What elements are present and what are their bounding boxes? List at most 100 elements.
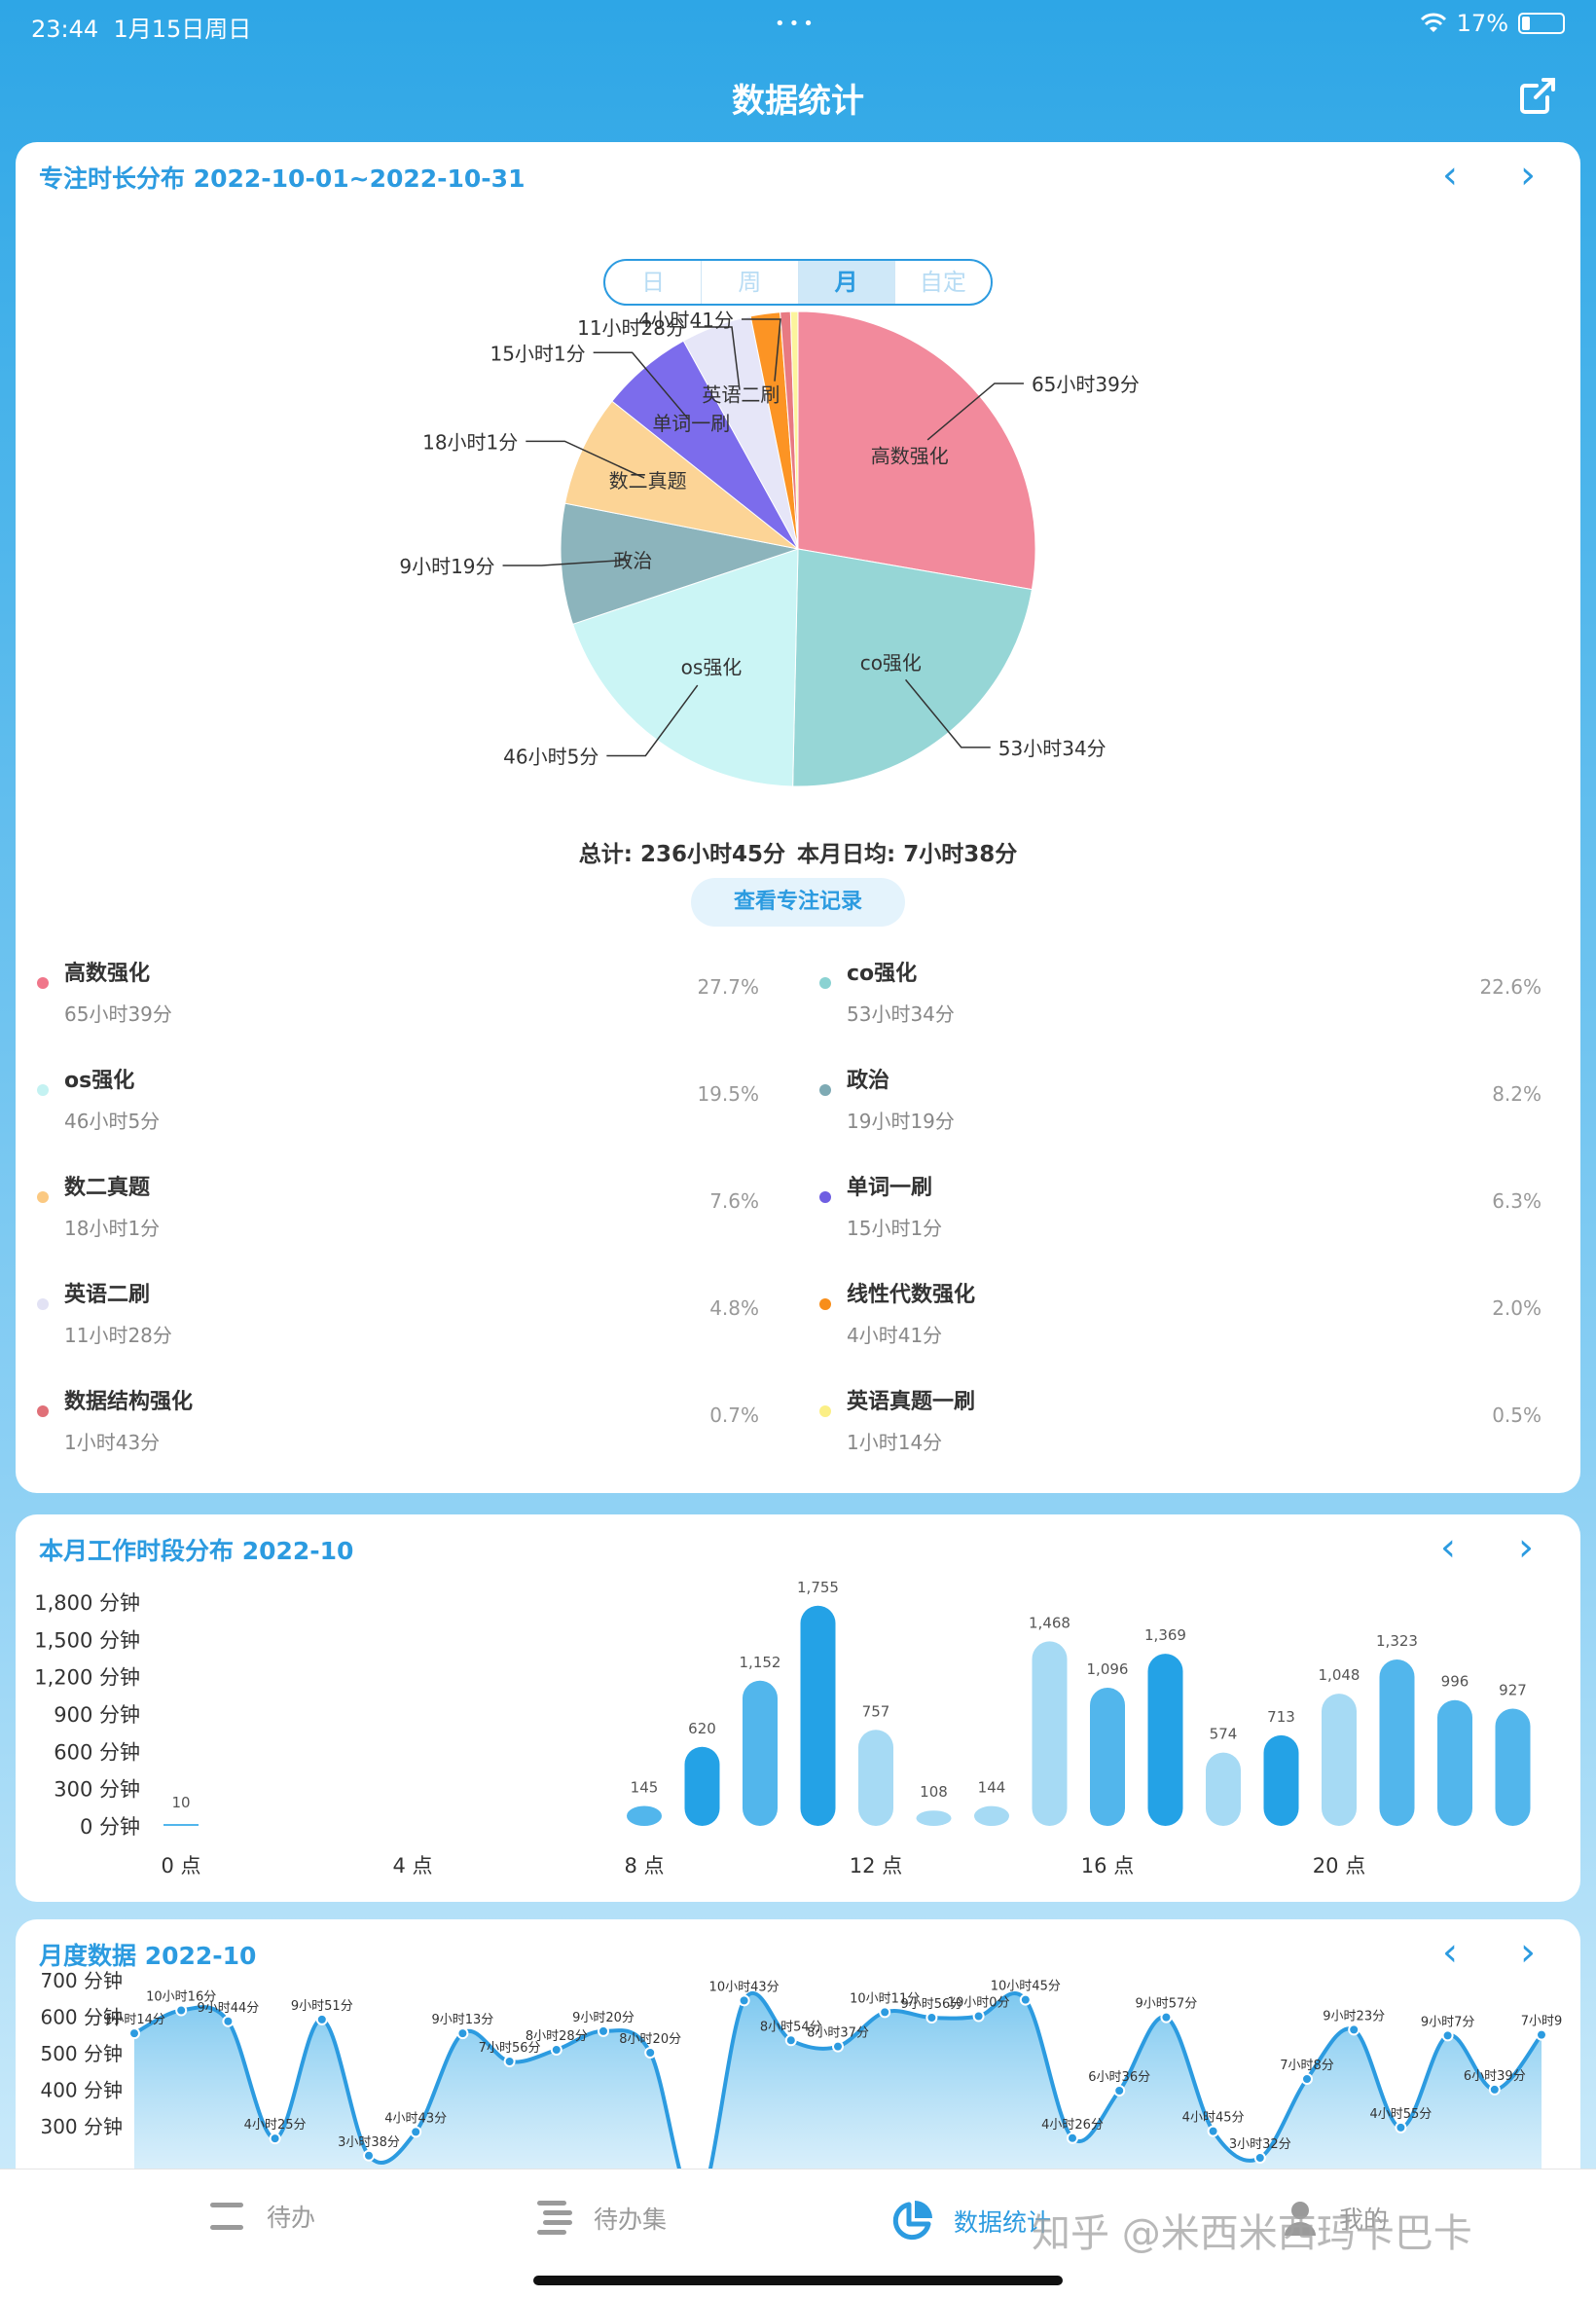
- next-arrow-icon[interactable]: ›: [1520, 1930, 1536, 1975]
- tab-todo-set[interactable]: 待办集: [535, 2199, 667, 2238]
- area-point[interactable]: [1253, 2152, 1266, 2164]
- bar[interactable]: [800, 1605, 836, 1826]
- bar[interactable]: [1379, 1659, 1415, 1826]
- tab-todo-set-label: 待办集: [594, 2206, 668, 2234]
- tab-statistics[interactable]: 数据统计: [889, 2199, 1051, 2243]
- area-point[interactable]: [269, 2133, 281, 2145]
- next-arrow-icon[interactable]: ›: [1520, 153, 1536, 198]
- multitask-dots[interactable]: •••: [775, 14, 817, 34]
- legend-dot: [819, 1298, 831, 1310]
- area-point[interactable]: [315, 2013, 328, 2025]
- legend-percent: 6.3%: [1492, 1189, 1542, 1213]
- bar[interactable]: [163, 1824, 199, 1826]
- bar[interactable]: [858, 1730, 893, 1826]
- summary-total: 总计: 236小时45分: [578, 842, 785, 867]
- area-point[interactable]: [1019, 1993, 1032, 2006]
- tab-mine[interactable]: 我的: [1281, 2199, 1388, 2238]
- y-tick-label: 700 分钟: [40, 1969, 123, 1992]
- area-point[interactable]: [1113, 2085, 1126, 2096]
- legend-percent: 4.8%: [709, 1296, 759, 1320]
- legend-item[interactable]: 高数强化 65小时39分 27.7%: [16, 956, 798, 1063]
- bar[interactable]: [1090, 1687, 1125, 1826]
- area-point[interactable]: [128, 2027, 140, 2040]
- area-point[interactable]: [363, 2149, 375, 2162]
- area-point-label: 4小时55分: [1369, 2107, 1432, 2122]
- area-point[interactable]: [832, 2040, 844, 2053]
- area-point-label: 8小时28分: [526, 2029, 588, 2044]
- prev-arrow-icon[interactable]: ‹: [1440, 1525, 1456, 1570]
- legend-item[interactable]: 英语二刷 11小时28分 4.8%: [16, 1277, 798, 1384]
- legend-duration: 19小时19分: [847, 1110, 955, 1133]
- tab-todo[interactable]: 待办: [208, 2199, 315, 2234]
- home-indicator[interactable]: [533, 2276, 1063, 2285]
- app-header: 数据统计: [0, 58, 1596, 136]
- bar[interactable]: [1147, 1654, 1183, 1826]
- bar[interactable]: [1263, 1734, 1299, 1826]
- x-tick-label: 4 点: [392, 1854, 432, 1878]
- pie-slice[interactable]: [789, 310, 799, 550]
- area-point[interactable]: [1348, 2024, 1360, 2036]
- legend-item[interactable]: 单词一刷 15小时1分 6.3%: [798, 1170, 1580, 1277]
- area-point[interactable]: [925, 2012, 938, 2024]
- area-point[interactable]: [456, 2027, 469, 2040]
- area-point[interactable]: [550, 2044, 562, 2056]
- y-tick-label: 500 分钟: [40, 2042, 123, 2065]
- area-point[interactable]: [222, 2015, 235, 2027]
- bar[interactable]: [974, 1805, 1009, 1826]
- legend-item[interactable]: 数二真题 18小时1分 7.6%: [16, 1170, 798, 1277]
- prev-arrow-icon[interactable]: ‹: [1442, 1930, 1458, 1975]
- area-point[interactable]: [503, 2056, 516, 2067]
- area-point[interactable]: [1067, 2132, 1078, 2144]
- share-icon[interactable]: [1514, 72, 1561, 119]
- area-point[interactable]: [598, 2024, 609, 2037]
- area-point[interactable]: [1441, 2029, 1454, 2042]
- bar[interactable]: [1322, 1694, 1357, 1826]
- area-point[interactable]: [410, 2126, 422, 2138]
- pie-leader-line: [526, 440, 645, 479]
- tab-day[interactable]: 日: [605, 261, 703, 304]
- area-point[interactable]: [644, 2047, 657, 2059]
- pie-leader-line: [742, 318, 781, 382]
- card-heading: 月度数据 2022-10: [39, 1942, 257, 1970]
- area-point[interactable]: [972, 2010, 985, 2023]
- y-tick-label: 300 分钟: [54, 1778, 140, 1802]
- tab-week[interactable]: 周: [702, 261, 799, 304]
- legend-item[interactable]: 英语真题一刷 1小时14分 0.5%: [798, 1384, 1580, 1491]
- legend-item[interactable]: 线性代数强化 4小时41分 2.0%: [798, 1277, 1580, 1384]
- legend-name: co强化: [847, 962, 918, 986]
- area-point[interactable]: [738, 1994, 750, 2007]
- stack-list-icon: [537, 2201, 572, 2235]
- bar[interactable]: [684, 1746, 720, 1826]
- tab-statistics-label: 数据统计: [954, 2208, 1052, 2237]
- area-point[interactable]: [1488, 2083, 1501, 2096]
- area-point[interactable]: [784, 2034, 797, 2047]
- area-point[interactable]: [1301, 2073, 1313, 2085]
- area-point-label: 8小时20分: [619, 2032, 681, 2047]
- legend-item[interactable]: 数据结构强化 1小时43分 0.7%: [16, 1384, 798, 1491]
- bar[interactable]: [1495, 1708, 1531, 1826]
- bar[interactable]: [627, 1805, 662, 1826]
- pie-outer-label: 9小时19分: [399, 555, 494, 578]
- area-point[interactable]: [175, 2004, 188, 2017]
- area-point[interactable]: [879, 2006, 891, 2019]
- bar[interactable]: [743, 1680, 778, 1826]
- legend-item[interactable]: os强化 46小时5分 19.5%: [16, 1063, 798, 1170]
- area-point[interactable]: [1160, 2011, 1173, 2024]
- legend-item[interactable]: co强化 53小时34分 22.6%: [798, 956, 1580, 1063]
- bar[interactable]: [916, 1810, 952, 1826]
- next-arrow-icon[interactable]: ›: [1518, 1525, 1534, 1570]
- area-point[interactable]: [1395, 2121, 1407, 2133]
- prev-arrow-icon[interactable]: ‹: [1442, 153, 1458, 198]
- bar[interactable]: [1206, 1752, 1241, 1826]
- bar[interactable]: [1437, 1699, 1472, 1826]
- pie-inner-label: 英语二刷: [702, 383, 780, 406]
- tab-month[interactable]: 月: [798, 261, 895, 304]
- bar[interactable]: [1032, 1641, 1068, 1826]
- pie-chart-icon: [892, 2201, 932, 2241]
- view-focus-records-button[interactable]: 查看专注记录: [691, 878, 905, 927]
- pie-outer-label: 18小时1分: [422, 430, 518, 454]
- tab-custom[interactable]: 自定: [919, 269, 966, 296]
- legend-item[interactable]: 政治 19小时19分 8.2%: [798, 1063, 1580, 1170]
- area-point[interactable]: [1207, 2125, 1219, 2137]
- area-point[interactable]: [1536, 2028, 1547, 2041]
